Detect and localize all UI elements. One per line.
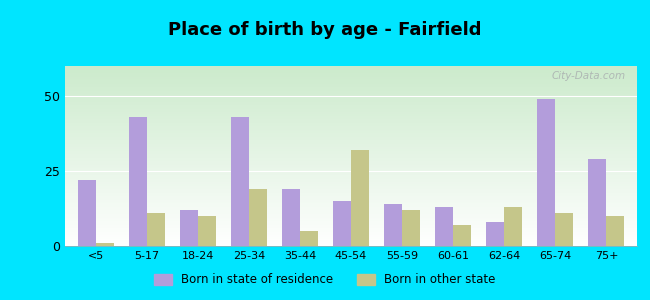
Bar <box>351 150 369 246</box>
Bar <box>147 213 164 246</box>
Text: Place of birth by age - Fairfield: Place of birth by age - Fairfield <box>168 21 482 39</box>
Bar <box>504 207 522 246</box>
Bar <box>436 207 453 246</box>
Bar <box>606 216 624 246</box>
Bar <box>555 213 573 246</box>
Bar <box>588 159 606 246</box>
Text: City-Data.com: City-Data.com <box>551 71 625 81</box>
Bar <box>486 222 504 246</box>
Bar <box>333 201 351 246</box>
Bar <box>96 243 114 246</box>
Bar <box>231 117 249 246</box>
Bar <box>402 210 420 246</box>
Bar <box>384 204 402 246</box>
Bar <box>249 189 266 246</box>
Bar <box>453 225 471 246</box>
Bar <box>78 180 96 246</box>
Legend: Born in state of residence, Born in other state: Born in state of residence, Born in othe… <box>150 269 500 291</box>
Bar <box>300 231 318 246</box>
Bar <box>282 189 300 246</box>
Bar <box>180 210 198 246</box>
Bar <box>198 216 216 246</box>
Bar <box>538 99 555 246</box>
Bar <box>129 117 147 246</box>
